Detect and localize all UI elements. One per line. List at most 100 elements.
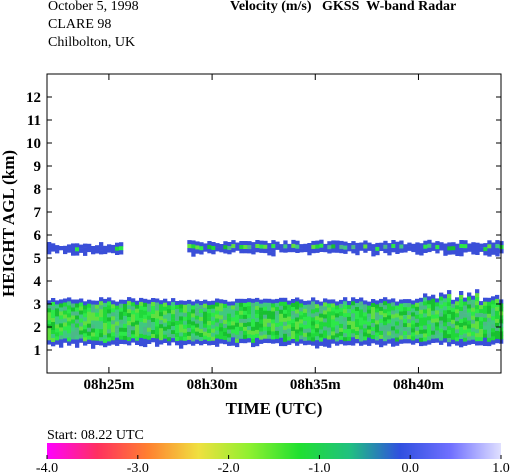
velocity-cell <box>251 250 256 255</box>
velocity-cell <box>259 303 264 308</box>
velocity-cell <box>307 320 312 325</box>
velocity-cell <box>491 320 496 325</box>
velocity-cell <box>163 306 168 311</box>
velocity-cell <box>451 319 456 325</box>
velocity-cell <box>103 314 108 320</box>
velocity-cell <box>47 304 52 309</box>
velocity-cell <box>287 247 292 253</box>
velocity-cell <box>327 315 332 320</box>
velocity-cell <box>171 310 176 315</box>
velocity-cell <box>411 247 416 253</box>
velocity-cell <box>63 310 68 315</box>
velocity-cell <box>291 307 296 312</box>
velocity-cell <box>399 307 404 312</box>
velocity-cell <box>455 305 460 310</box>
velocity-cell <box>251 310 256 316</box>
velocity-cell <box>127 297 132 302</box>
velocity-cell <box>395 317 400 322</box>
velocity-cell <box>343 313 348 318</box>
velocity-cell <box>487 309 492 315</box>
velocity-cell <box>191 337 196 342</box>
velocity-cell <box>75 327 80 332</box>
velocity-cell <box>295 321 300 326</box>
velocity-cell <box>75 307 80 312</box>
velocity-cell <box>91 332 96 337</box>
velocity-cell <box>451 246 456 251</box>
velocity-cell <box>403 303 408 308</box>
velocity-cell <box>119 319 124 324</box>
velocity-cell <box>315 312 320 317</box>
velocity-cell <box>427 324 432 329</box>
velocity-cell <box>415 306 420 312</box>
velocity-cell <box>219 311 224 316</box>
velocity-cell <box>83 325 88 330</box>
velocity-cell <box>307 312 312 317</box>
velocity-cell <box>255 341 260 347</box>
velocity-cell <box>359 301 364 306</box>
velocity-cell <box>59 299 64 304</box>
velocity-cell <box>451 339 456 345</box>
velocity-cell <box>319 329 324 334</box>
velocity-cell <box>439 300 444 305</box>
velocity-cell <box>255 309 260 315</box>
velocity-cell <box>291 315 296 320</box>
velocity-cell <box>267 338 272 344</box>
velocity-cell <box>355 311 360 316</box>
velocity-cell <box>391 322 396 327</box>
velocity-cell <box>147 335 152 340</box>
velocity-cell <box>71 327 76 332</box>
velocity-cell <box>291 299 296 304</box>
velocity-cell <box>303 312 308 318</box>
velocity-cell <box>463 305 468 310</box>
velocity-cell <box>47 300 52 305</box>
velocity-cell <box>303 247 308 253</box>
velocity-cell <box>311 240 316 246</box>
velocity-cell <box>367 246 372 251</box>
velocity-cell <box>219 307 224 312</box>
velocity-cell <box>239 318 244 324</box>
velocity-cell <box>343 305 348 310</box>
velocity-cell <box>55 320 60 325</box>
velocity-cell <box>383 305 388 310</box>
velocity-cell <box>303 300 308 306</box>
velocity-cell <box>287 340 292 345</box>
velocity-cell <box>71 299 76 304</box>
velocity-cell <box>283 301 288 307</box>
velocity-cell <box>207 241 212 246</box>
velocity-cell <box>315 316 320 321</box>
velocity-cell <box>175 317 180 322</box>
velocity-cell <box>367 305 372 310</box>
velocity-cell <box>299 311 304 316</box>
velocity-cell <box>119 339 124 344</box>
velocity-cell <box>167 317 172 322</box>
velocity-cell <box>95 304 100 309</box>
velocity-cell <box>51 342 56 347</box>
velocity-cell <box>403 307 408 312</box>
velocity-cell <box>419 301 424 307</box>
velocity-cell <box>391 326 396 331</box>
velocity-cell <box>259 331 264 336</box>
velocity-cell <box>155 314 160 319</box>
velocity-cell <box>55 336 60 341</box>
y-tick-label: 8 <box>34 182 42 198</box>
velocity-cell <box>183 340 188 346</box>
velocity-cell <box>119 303 124 308</box>
velocity-cell <box>371 248 376 253</box>
velocity-cell <box>215 243 220 248</box>
velocity-cell <box>123 339 128 345</box>
velocity-cell <box>231 321 236 326</box>
velocity-cell <box>223 249 228 254</box>
velocity-cell <box>319 239 324 244</box>
velocity-cell <box>463 301 468 306</box>
velocity-cell <box>343 333 348 338</box>
velocity-cell <box>251 302 256 308</box>
velocity-cell <box>443 334 448 339</box>
velocity-cell <box>239 306 244 312</box>
velocity-cell <box>395 249 400 254</box>
velocity-cell <box>463 240 468 245</box>
velocity-cell <box>295 317 300 322</box>
velocity-cell <box>339 323 344 329</box>
velocity-cell <box>143 318 148 324</box>
velocity-cell <box>71 311 76 316</box>
velocity-cell <box>195 241 200 246</box>
